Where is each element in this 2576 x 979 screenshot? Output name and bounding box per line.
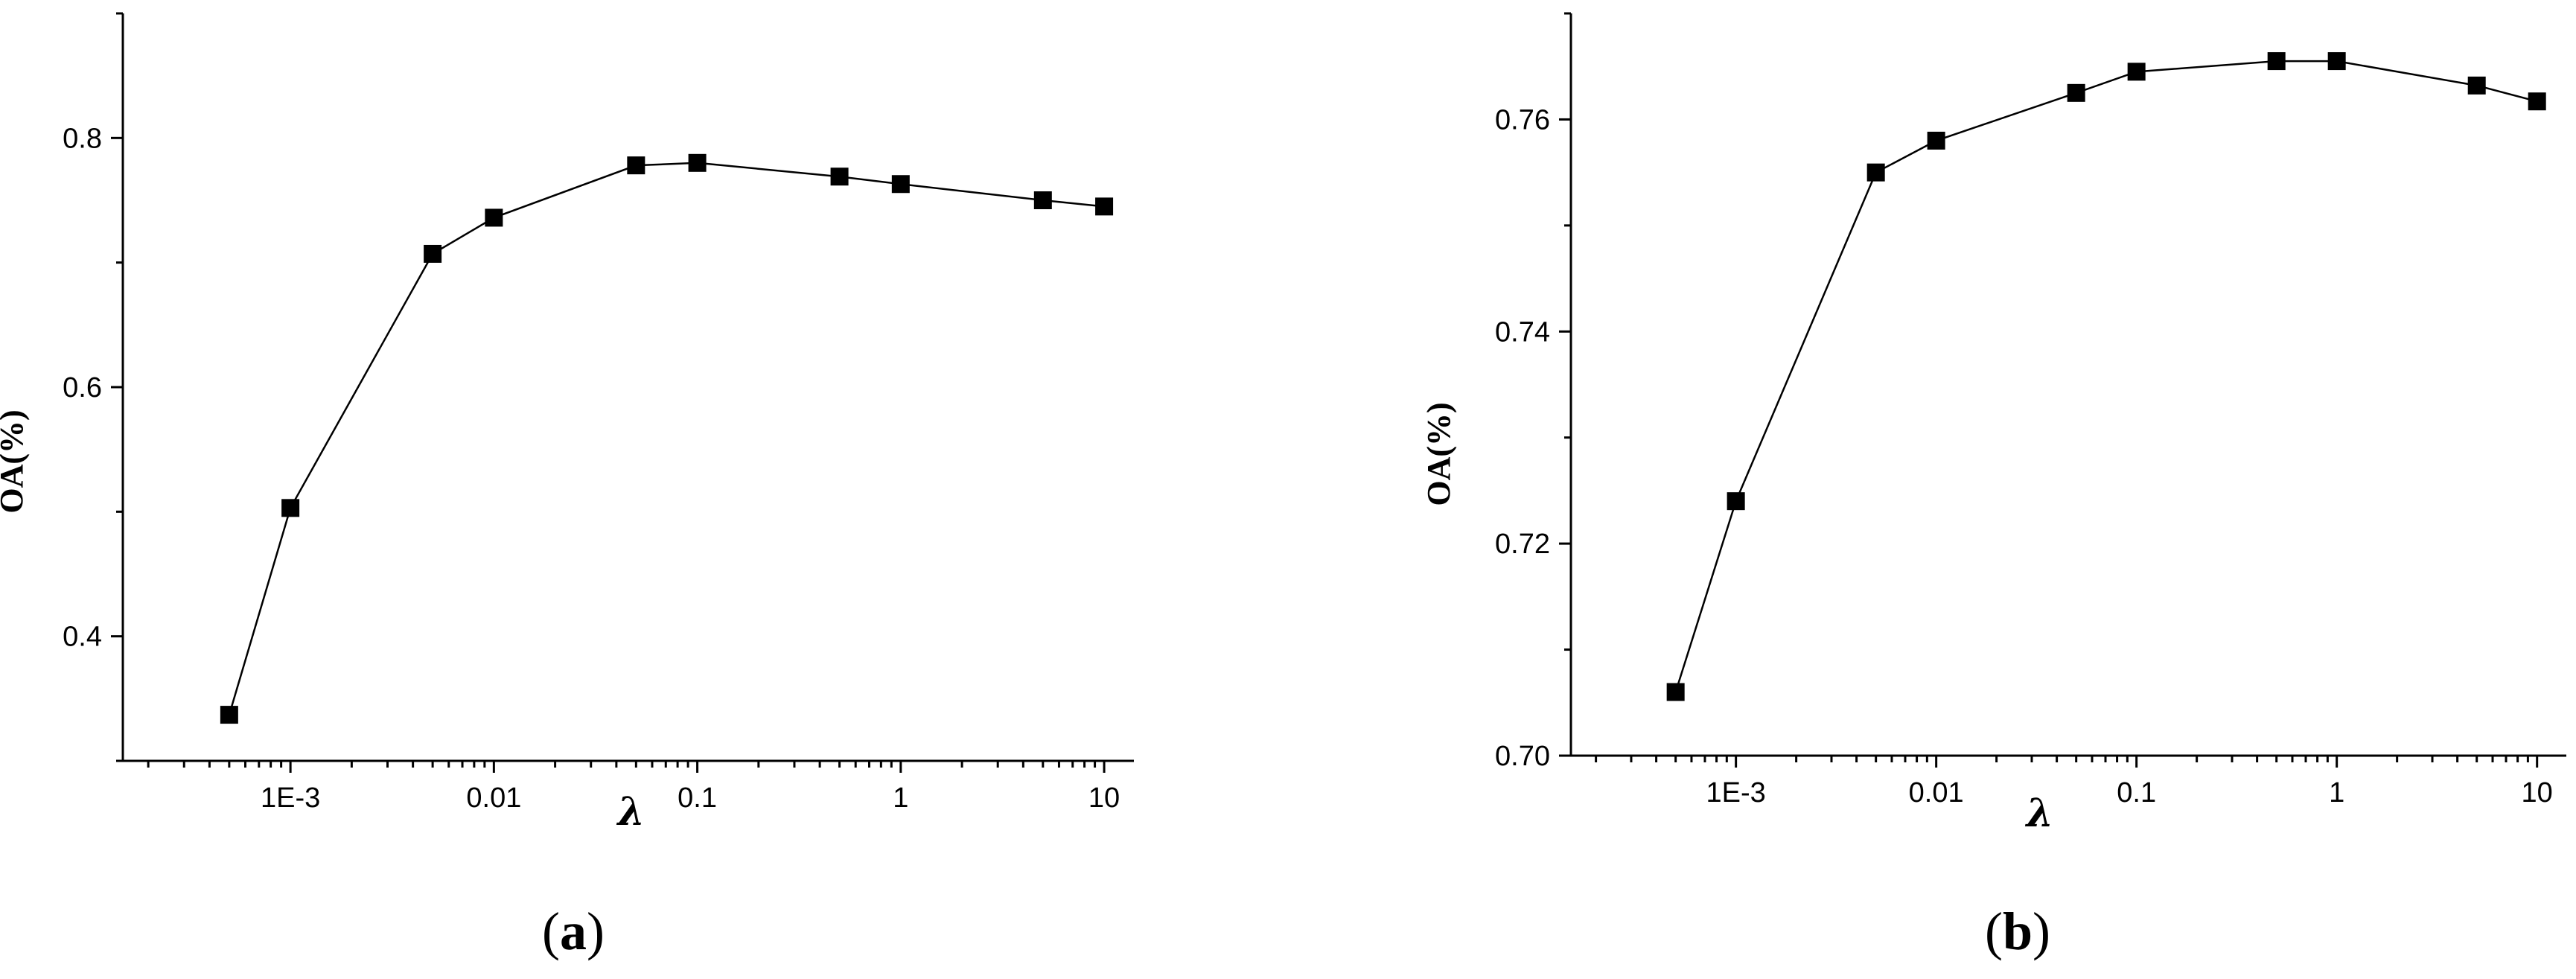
panel-label-letter: b	[2003, 902, 2033, 961]
data-point	[2267, 52, 2286, 71]
data-point	[2327, 52, 2346, 71]
y-tick-label: 0.70	[1495, 741, 1550, 772]
data-point	[688, 153, 707, 172]
panel-label: (a)	[542, 902, 605, 961]
y-axis-title: OA(%)	[1421, 402, 1457, 506]
panel-label-open: (	[542, 902, 560, 961]
y-tick-label: 0.76	[1495, 104, 1550, 135]
data-point	[891, 175, 910, 194]
data-point	[424, 244, 442, 263]
data-point	[2467, 76, 2486, 95]
panel-label: (b)	[1985, 902, 2050, 961]
x-tick-label: 1	[2329, 777, 2344, 809]
series-line	[1674, 60, 2538, 692]
data-point	[2127, 63, 2146, 81]
x-tick-label: 0.1	[678, 782, 717, 814]
data-point	[627, 156, 645, 175]
x-tick-label: 10	[1088, 782, 1120, 814]
x-tick-label: 0.01	[466, 782, 521, 814]
x-tick-label: 0.01	[1909, 777, 1964, 809]
y-tick-label: 0.8	[63, 123, 102, 154]
data-point	[2067, 83, 2085, 102]
x-tick-label: 1E-3	[261, 782, 320, 814]
y-axis-title: OA(%)	[0, 409, 30, 513]
data-point	[1927, 131, 1945, 150]
panel-label-open: (	[1985, 902, 2003, 961]
y-tick-label: 0.74	[1495, 316, 1550, 348]
x-axis-title: λ	[616, 789, 645, 835]
data-point	[485, 208, 503, 227]
y-tick-label: 0.4	[63, 622, 102, 653]
chart-panel-a: 0.4 0.6 0.8 1E-3 0.01 0.1 1 10 OA(%) λ (a)	[0, 12, 1134, 961]
x-tick-label: 0.1	[2117, 777, 2156, 809]
data-point	[2528, 92, 2546, 111]
y-tick-label: 0.6	[63, 372, 102, 404]
panel-label-close: )	[2033, 902, 2050, 961]
x-axis-title: λ	[2025, 791, 2053, 836]
data-point	[1666, 683, 1685, 701]
panel-label-letter: a	[560, 902, 587, 961]
panel-label-close: )	[587, 902, 605, 961]
data-point	[1727, 492, 1745, 511]
x-tick-label: 1E-3	[1706, 777, 1766, 809]
data-point	[1033, 191, 1052, 209]
y-tick-label: 0.72	[1495, 529, 1550, 560]
data-point	[1866, 163, 1885, 182]
data-point	[281, 499, 300, 517]
chart-panel-b: 0.70 0.72 0.74 0.76 1E-3 0.01 0.1 1 10 OA(%) λ (b)	[1421, 12, 2566, 961]
data-point	[1095, 197, 1114, 216]
data-point	[830, 168, 849, 186]
series-line	[228, 162, 1105, 715]
data-point	[220, 706, 238, 724]
x-tick-label: 10	[2522, 777, 2553, 809]
x-tick-label: 1	[893, 782, 908, 814]
